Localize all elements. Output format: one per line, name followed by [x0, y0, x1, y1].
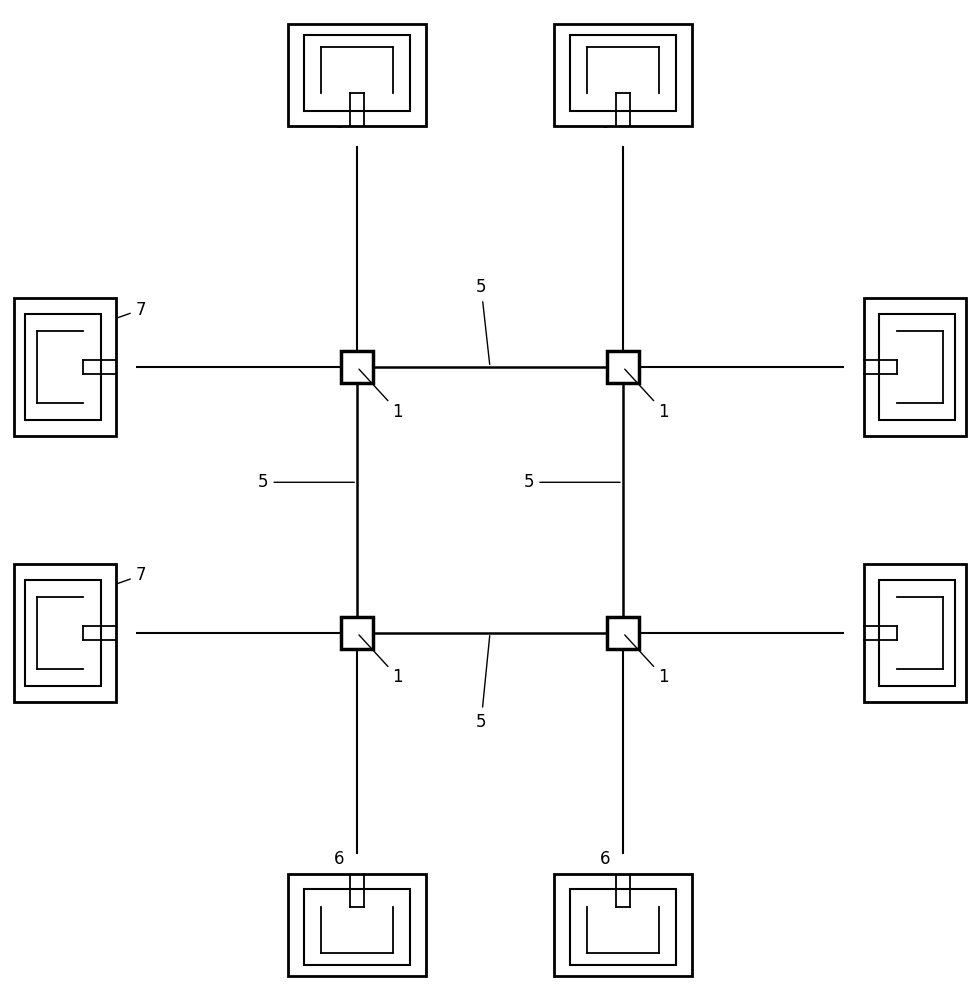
- Text: 6: 6: [884, 327, 895, 345]
- Text: 6: 6: [884, 593, 895, 611]
- Bar: [607, 351, 639, 383]
- Bar: [341, 617, 373, 649]
- Text: 7: 7: [625, 88, 687, 110]
- Text: 7: 7: [80, 301, 146, 331]
- Text: 7: 7: [905, 566, 935, 596]
- Bar: [569, 889, 676, 965]
- Text: 1: 1: [359, 369, 403, 421]
- Bar: [288, 874, 425, 976]
- Bar: [304, 35, 411, 111]
- Bar: [879, 314, 955, 420]
- Bar: [555, 24, 692, 126]
- Text: 7: 7: [905, 301, 935, 330]
- Text: 5: 5: [476, 278, 490, 364]
- Bar: [555, 874, 692, 976]
- Text: 1: 1: [625, 369, 669, 421]
- Bar: [25, 314, 101, 420]
- Bar: [341, 351, 373, 383]
- Bar: [879, 580, 955, 686]
- Text: 5: 5: [476, 636, 490, 731]
- Text: 7: 7: [80, 566, 146, 597]
- Bar: [607, 617, 639, 649]
- Text: 6: 6: [600, 114, 611, 132]
- Bar: [14, 564, 116, 702]
- Text: 6: 6: [96, 327, 106, 345]
- Text: 6: 6: [600, 850, 611, 868]
- Bar: [569, 35, 676, 111]
- Bar: [864, 298, 966, 436]
- Text: 5: 5: [523, 473, 620, 491]
- Bar: [288, 24, 425, 126]
- Bar: [25, 580, 101, 686]
- Text: 1: 1: [359, 635, 403, 686]
- Text: 6: 6: [334, 850, 345, 868]
- Text: 6: 6: [334, 114, 345, 132]
- Text: 6: 6: [96, 593, 106, 611]
- Bar: [304, 889, 411, 965]
- Bar: [14, 298, 116, 436]
- Text: 7: 7: [360, 88, 420, 110]
- Text: 7: 7: [625, 891, 687, 916]
- Text: 5: 5: [258, 473, 355, 491]
- Text: 7: 7: [360, 891, 420, 916]
- Text: 1: 1: [625, 635, 669, 686]
- Bar: [864, 564, 966, 702]
